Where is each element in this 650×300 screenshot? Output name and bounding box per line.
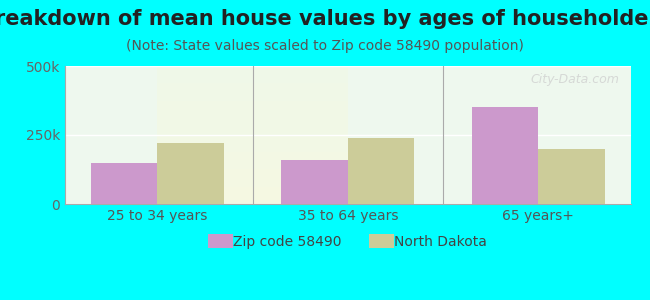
Text: (Note: State values scaled to Zip code 58490 population): (Note: State values scaled to Zip code 5… (126, 39, 524, 53)
Bar (157, 143, 224, 204)
Bar (471, 107, 538, 204)
Bar (91, 163, 157, 204)
Text: City-Data.com: City-Data.com (530, 73, 619, 86)
Text: Breakdown of mean house values by ages of householders: Breakdown of mean house values by ages o… (0, 9, 650, 29)
Bar (538, 149, 604, 204)
Bar (281, 160, 348, 204)
Legend: Zip code 58490, North Dakota: Zip code 58490, North Dakota (203, 230, 493, 255)
Bar (348, 138, 415, 204)
